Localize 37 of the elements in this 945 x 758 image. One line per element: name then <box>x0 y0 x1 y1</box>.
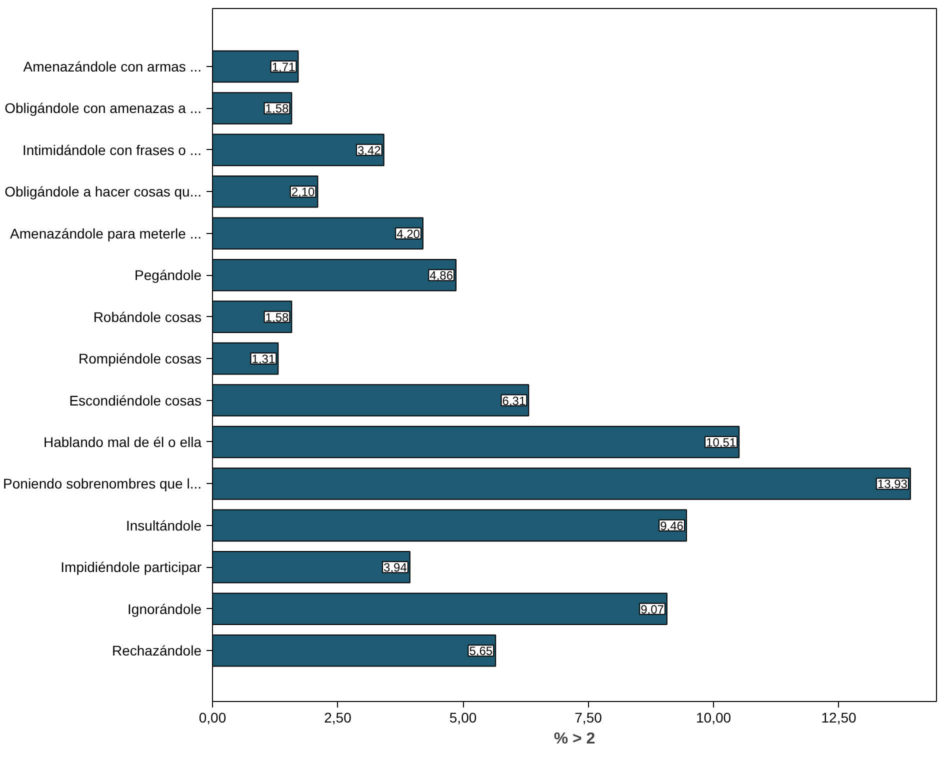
x-tick-label: 10,00 <box>696 710 732 726</box>
x-tick-label: 2,50 <box>324 710 352 726</box>
y-tick-label: Rechazándole <box>112 642 202 659</box>
data-label: 5,65 <box>469 644 493 658</box>
x-tick-label: 12,50 <box>821 710 857 726</box>
data-label: 9,46 <box>660 518 684 533</box>
y-tick-label: Ignorándole <box>128 600 202 617</box>
data-label: 13,93 <box>877 477 908 492</box>
y-tick-label: Obligándole con amenazas a ... <box>4 100 202 116</box>
data-label: 3,42 <box>358 143 382 158</box>
x-tick-label: 7,50 <box>574 710 602 726</box>
y-tick-label: Amenazándole con armas ... <box>23 58 202 74</box>
y-tick-label: Escondiéndole cosas <box>69 392 202 408</box>
data-label: 4,20 <box>396 226 420 241</box>
data-label: 3,94 <box>384 560 408 575</box>
y-tick-label: Hablando mal de él o ella <box>44 434 202 450</box>
x-tick-label: 5,00 <box>449 710 477 726</box>
x-tick-label: 0,00 <box>198 710 226 726</box>
data-label: 1,31 <box>252 352 276 366</box>
y-tick-label: Intimidándole con frases o ... <box>22 142 202 158</box>
data-label: 1,71 <box>272 60 296 74</box>
data-label: 1,58 <box>265 310 289 324</box>
y-tick-label: Pegándole <box>134 267 202 284</box>
y-tick-label: Impidiéndole participar <box>60 559 202 576</box>
data-label: 1,58 <box>265 102 289 116</box>
data-label: 10,51 <box>706 435 736 450</box>
y-tick-label: Robándole cosas <box>93 308 202 325</box>
data-label: 4,86 <box>430 268 454 283</box>
y-tick-label: Insultándole <box>126 517 202 534</box>
y-tick-label: Rompiéndole cosas <box>78 350 202 367</box>
y-tick-label: Poniendo sobrenombres que l... <box>3 476 202 492</box>
data-label: 9,07 <box>640 602 664 616</box>
y-tick-label: Amenazándole para meterle ... <box>10 225 202 242</box>
x-axis-title: % > 2 <box>554 730 596 748</box>
y-tick-label: Obligándole a hacer cosas qu... <box>4 184 202 200</box>
data-label: 6,31 <box>502 394 526 408</box>
data-label: 2,10 <box>291 185 316 200</box>
